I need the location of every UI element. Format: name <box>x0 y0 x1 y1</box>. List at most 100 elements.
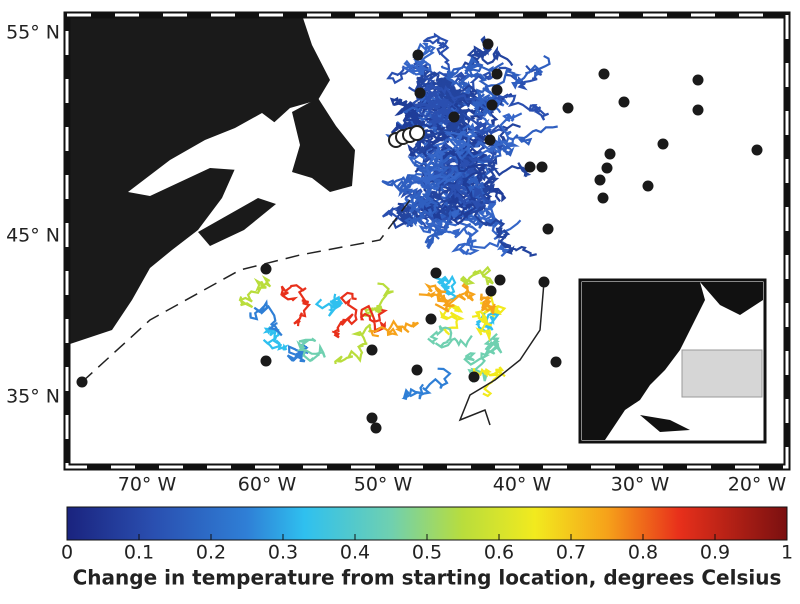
lat-label: 45° N <box>6 225 60 247</box>
lon-label: 30° W <box>611 474 670 496</box>
track <box>238 275 272 309</box>
colorbar-tick-label: 0.5 <box>412 542 442 564</box>
deployment-point <box>76 376 88 388</box>
track <box>426 107 489 136</box>
track <box>334 323 372 365</box>
inset-land <box>582 282 705 440</box>
track <box>479 293 497 315</box>
inset-greenland <box>700 282 763 315</box>
track <box>407 138 462 191</box>
track <box>434 130 502 163</box>
deployment-point <box>491 68 503 80</box>
deployment-point <box>598 68 610 80</box>
lat-label: 35° N <box>6 386 60 408</box>
deployment-point <box>370 422 382 434</box>
lon-label: 50° W <box>354 474 413 496</box>
lon-label: 60° W <box>238 474 297 496</box>
gulf <box>128 113 282 196</box>
colorbar-tick-label: 0.6 <box>484 542 514 564</box>
track <box>249 299 283 337</box>
nova-scotia <box>198 198 276 246</box>
deployment-point <box>692 74 704 86</box>
deployment-point <box>412 49 424 61</box>
deployment-point <box>260 355 272 367</box>
deployment-point <box>604 148 616 160</box>
deployment-point <box>485 285 497 297</box>
track <box>459 200 537 257</box>
track <box>471 310 493 342</box>
track <box>445 175 497 210</box>
deployment-point <box>491 84 503 96</box>
track <box>457 56 501 117</box>
deployment-point <box>524 161 536 173</box>
lon-label: 20° W <box>728 474 787 496</box>
track <box>439 303 465 336</box>
lon-label: 70° W <box>118 474 177 496</box>
track <box>442 145 500 197</box>
track <box>418 281 477 307</box>
deployment-point <box>425 313 437 325</box>
track <box>314 293 344 317</box>
deployment-point <box>414 87 426 99</box>
deployment-point <box>562 102 574 114</box>
land <box>67 15 330 345</box>
inset-region <box>681 349 763 398</box>
track <box>411 108 476 155</box>
track <box>414 69 480 107</box>
track <box>401 367 452 401</box>
track <box>482 333 503 358</box>
track <box>459 265 494 286</box>
deployment-point <box>542 223 554 235</box>
colorbar-tick-label: 0 <box>61 542 73 564</box>
colorbar-tick-label: 0.2 <box>196 542 226 564</box>
colorbar-tick-label: 0.8 <box>628 542 658 564</box>
track <box>458 281 545 426</box>
start-marker <box>409 125 425 141</box>
map-area <box>67 15 787 467</box>
deployment-point <box>366 344 378 356</box>
deployment-point <box>494 274 506 286</box>
track <box>424 282 455 313</box>
newfoundland <box>292 98 355 192</box>
deployment-point <box>411 364 423 376</box>
colorbar-tick-label: 0.7 <box>556 542 586 564</box>
inset-map <box>578 278 767 444</box>
track <box>262 325 289 351</box>
track <box>450 154 495 195</box>
colorbar-tick-label: 1 <box>781 542 793 564</box>
track <box>369 319 419 338</box>
track <box>404 191 439 228</box>
track <box>331 291 358 339</box>
deployment-point <box>538 276 550 288</box>
deployment-point <box>601 162 613 174</box>
deployment-point <box>618 96 630 108</box>
track <box>452 112 523 161</box>
deployment-point <box>597 192 609 204</box>
map-frame-ticks <box>65 13 789 469</box>
colorbar-tick-label: 0.1 <box>124 542 154 564</box>
colorbar-tick-label: 0.9 <box>700 542 730 564</box>
track <box>440 149 488 204</box>
track <box>296 337 326 363</box>
lat-label: 55° N <box>6 22 60 44</box>
deployment-point <box>366 412 378 424</box>
colorbar-tick-label: 0.3 <box>268 542 298 564</box>
labels: 55° N 45° N 35° N 70° W 60° W 50° W 40° W 30° W… <box>6 22 793 590</box>
lon-label: 40° W <box>493 474 552 496</box>
track <box>401 42 437 76</box>
colorbar-tick-label: 0.4 <box>340 542 370 564</box>
track <box>427 325 473 349</box>
deployment-point <box>468 371 480 383</box>
deployment-points <box>76 38 763 434</box>
colorbar-label: Change in temperature from starting loca… <box>73 566 782 590</box>
deployment-point <box>657 138 669 150</box>
track <box>81 199 411 383</box>
deployment-point <box>692 104 704 116</box>
inset-caribbean <box>640 415 690 432</box>
deployment-point <box>260 263 272 275</box>
deployment-point <box>486 99 498 111</box>
deployment-point <box>594 174 606 186</box>
track <box>386 32 451 85</box>
deployment-point <box>751 144 763 156</box>
